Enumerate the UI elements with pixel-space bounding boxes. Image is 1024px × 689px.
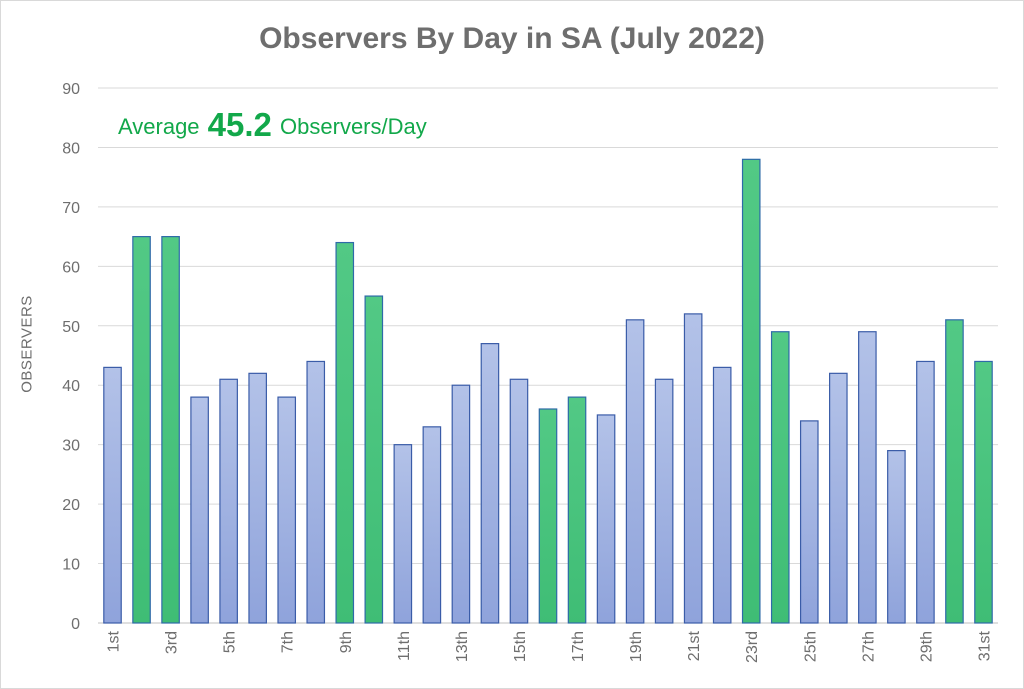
x-tick-label: 19th — [628, 631, 645, 662]
y-tick-label: 30 — [62, 438, 80, 455]
x-tick-label: 1st — [106, 630, 123, 652]
bar-4th — [190, 396, 209, 624]
chart-title: Observers By Day in SA (July 2022) — [259, 22, 765, 55]
bar-15th — [509, 378, 529, 624]
bar-23rd — [741, 158, 761, 624]
y-tick-label: 10 — [62, 557, 80, 574]
x-tick-label: 15th — [512, 631, 529, 662]
y-tick-label: 70 — [62, 200, 80, 217]
bars — [103, 158, 993, 624]
bar-2nd — [132, 236, 151, 624]
bar-11th — [393, 444, 413, 624]
bar-10th — [364, 295, 384, 624]
x-tick-label: 27th — [860, 631, 877, 662]
bar-3rd — [161, 236, 180, 624]
y-tick-label: 80 — [62, 140, 80, 157]
bar-26th — [829, 372, 848, 624]
bar-9th — [335, 241, 355, 624]
bar-25th — [799, 420, 819, 624]
y-tick-label: 0 — [71, 616, 80, 633]
x-tick-label: 29th — [918, 631, 935, 662]
x-tick-label: 7th — [280, 631, 297, 653]
bar-19th — [625, 319, 645, 624]
bar-31st — [974, 360, 993, 624]
bar-5th — [219, 378, 238, 624]
average-suffix: Observers/Day — [280, 114, 427, 139]
bar-18th — [596, 414, 616, 624]
y-tick-label: 50 — [62, 319, 80, 336]
bar-21st — [683, 313, 703, 624]
x-tick-label: 31st — [976, 630, 993, 661]
bar-7th — [277, 396, 297, 624]
bar-1st — [103, 366, 122, 624]
x-tick-label: 23rd — [744, 631, 761, 663]
x-tick-label: 25th — [802, 631, 819, 662]
bar-8th — [306, 360, 326, 624]
bar-13th — [451, 384, 471, 624]
bar-27th — [858, 331, 877, 624]
bar-28th — [887, 450, 906, 624]
bar-24th — [770, 331, 790, 624]
gridlines — [98, 87, 998, 624]
y-tick-label: 90 — [62, 81, 80, 98]
bar-16th — [538, 408, 558, 624]
x-tick-label: 21st — [686, 630, 703, 661]
y-tick-label: 40 — [62, 378, 80, 395]
x-tick-label: 13th — [454, 631, 471, 662]
x-tick-label: 5th — [222, 631, 239, 653]
y-tick-label: 60 — [62, 259, 80, 276]
x-tick-label: 9th — [338, 631, 355, 653]
bar-17th — [567, 396, 587, 624]
bar-6th — [248, 372, 267, 624]
bar-14th — [480, 343, 500, 624]
y-tick-label: 20 — [62, 497, 80, 514]
average-value: 45.2 — [207, 106, 272, 143]
bar-30th — [945, 319, 964, 624]
x-tick-label: 11th — [396, 631, 413, 661]
average-annotation: Average 45.2 Observers/Day — [118, 104, 427, 143]
x-tick-label: 3rd — [164, 631, 181, 654]
bar-29th — [916, 360, 935, 624]
y-tick-labels: 0 10 20 30 40 50 60 70 80 90 — [62, 81, 80, 633]
x-tick-labels: 1st 3rd 5th 7th 9th 11th 13th 15th 17th 19th 21st 2… — [106, 630, 994, 663]
average-prefix: Average — [118, 114, 200, 139]
x-tick-label: 17th — [570, 631, 587, 662]
bar-22nd — [712, 366, 732, 624]
bar-20th — [654, 378, 674, 624]
bar-12th — [422, 426, 442, 624]
